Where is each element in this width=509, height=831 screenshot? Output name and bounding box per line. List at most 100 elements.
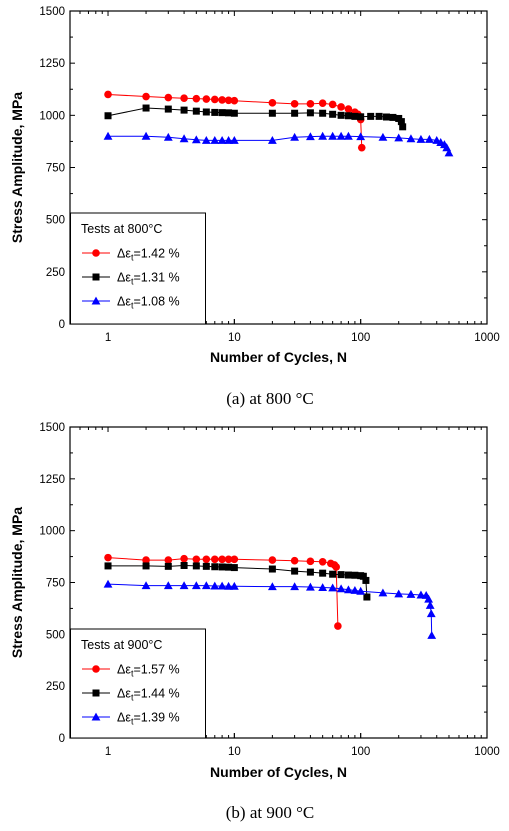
data-point — [328, 100, 337, 109]
data-point — [229, 581, 239, 590]
y-axis-label: Stress Amplitude, MPa — [9, 507, 25, 658]
data-point — [328, 583, 338, 592]
data-point — [329, 570, 337, 578]
data-point — [268, 556, 277, 564]
data-point — [218, 555, 226, 564]
y-tick-label: 250 — [46, 267, 65, 279]
data-point — [164, 93, 173, 102]
data-point — [104, 562, 112, 570]
data-point — [306, 568, 314, 576]
data-point — [191, 581, 201, 590]
data-point — [179, 134, 189, 143]
legend-label: Δεt=1.39 % — [117, 711, 180, 727]
y-tick-label: 1500 — [39, 6, 65, 18]
data-point — [357, 143, 366, 152]
y-tick-label: 1250 — [39, 474, 65, 486]
data-point — [367, 112, 375, 120]
data-point — [306, 109, 314, 117]
data-point — [328, 131, 338, 140]
data-point — [141, 581, 151, 590]
data-point — [268, 99, 277, 107]
data-point — [180, 94, 188, 103]
data-point — [427, 630, 437, 639]
x-tick-label: 1 — [105, 332, 111, 344]
data-point — [290, 100, 299, 108]
legend-marker — [91, 296, 101, 305]
data-point — [424, 594, 434, 603]
data-point — [406, 134, 416, 143]
chart-panel-1: 0 250 500 750 1000 1250 1500 1 10 100 1000 Number o… — [9, 6, 500, 408]
panel-caption: (b) at 900 °C — [226, 803, 314, 822]
data-point — [201, 581, 211, 590]
data-point — [329, 110, 337, 118]
data-point — [416, 134, 426, 143]
data-point — [202, 555, 211, 564]
data-point — [291, 567, 299, 575]
legend-label: Δεt=1.42 % — [117, 247, 180, 263]
legend: Tests at 800°C Δεt=1.42 % Δεt=1.31 % Δεt=1.… — [70, 212, 206, 325]
data-point — [164, 562, 172, 570]
data-point — [375, 112, 383, 120]
data-point — [230, 96, 239, 105]
data-point — [318, 131, 328, 140]
x-tick-label: 10 — [228, 332, 241, 344]
data-point — [425, 600, 435, 609]
data-point — [399, 123, 407, 131]
data-point — [351, 112, 359, 120]
data-point — [192, 107, 200, 115]
data-point — [192, 94, 201, 103]
x-tick-label: 100 — [351, 746, 370, 758]
series-1 — [104, 553, 342, 630]
data-point — [337, 103, 345, 111]
data-point — [344, 585, 353, 594]
data-point — [359, 572, 367, 580]
data-point — [334, 622, 342, 630]
legend-marker — [92, 689, 100, 697]
data-point — [164, 105, 172, 113]
data-point — [141, 131, 151, 140]
data-point — [444, 148, 454, 157]
data-point — [267, 582, 277, 591]
data-point — [201, 135, 211, 144]
data-point — [290, 132, 300, 141]
data-point — [142, 562, 150, 570]
data-point — [336, 584, 346, 593]
data-point — [332, 563, 340, 571]
y-tick-label: 1000 — [39, 526, 65, 538]
x-tick-label: 10 — [228, 746, 241, 758]
data-point — [210, 581, 220, 590]
data-point — [218, 563, 226, 571]
series-1 — [104, 90, 366, 152]
data-point — [356, 586, 366, 595]
data-point — [378, 132, 388, 141]
data-point — [202, 108, 210, 116]
data-point — [192, 562, 200, 570]
data-point — [103, 131, 113, 140]
data-point — [230, 109, 238, 117]
x-axis-label: Number of Cycles, N — [210, 764, 347, 780]
data-point — [218, 109, 226, 117]
data-point — [350, 585, 360, 594]
data-point — [319, 109, 327, 117]
x-axis-label: Number of Cycles, N — [210, 349, 347, 365]
x-tick-label: 1 — [105, 746, 111, 758]
data-point — [344, 131, 353, 140]
data-point — [337, 571, 345, 579]
data-point — [344, 105, 353, 113]
data-point — [180, 561, 188, 569]
data-point — [426, 609, 436, 618]
y-tick-label: 0 — [59, 733, 65, 745]
legend: Tests at 900°C Δεt=1.57 % Δεt=1.44 % Δεt=1.… — [70, 628, 206, 739]
y-tick-label: 1250 — [39, 58, 65, 70]
data-point — [210, 95, 219, 104]
data-point — [425, 134, 434, 143]
data-point — [202, 95, 211, 103]
legend-marker — [91, 712, 101, 721]
data-point — [268, 565, 276, 573]
data-point — [306, 132, 315, 141]
series-line — [108, 135, 450, 154]
legend-label: Δεt=1.31 % — [117, 271, 180, 287]
data-point — [224, 581, 233, 590]
data-point — [362, 576, 370, 584]
